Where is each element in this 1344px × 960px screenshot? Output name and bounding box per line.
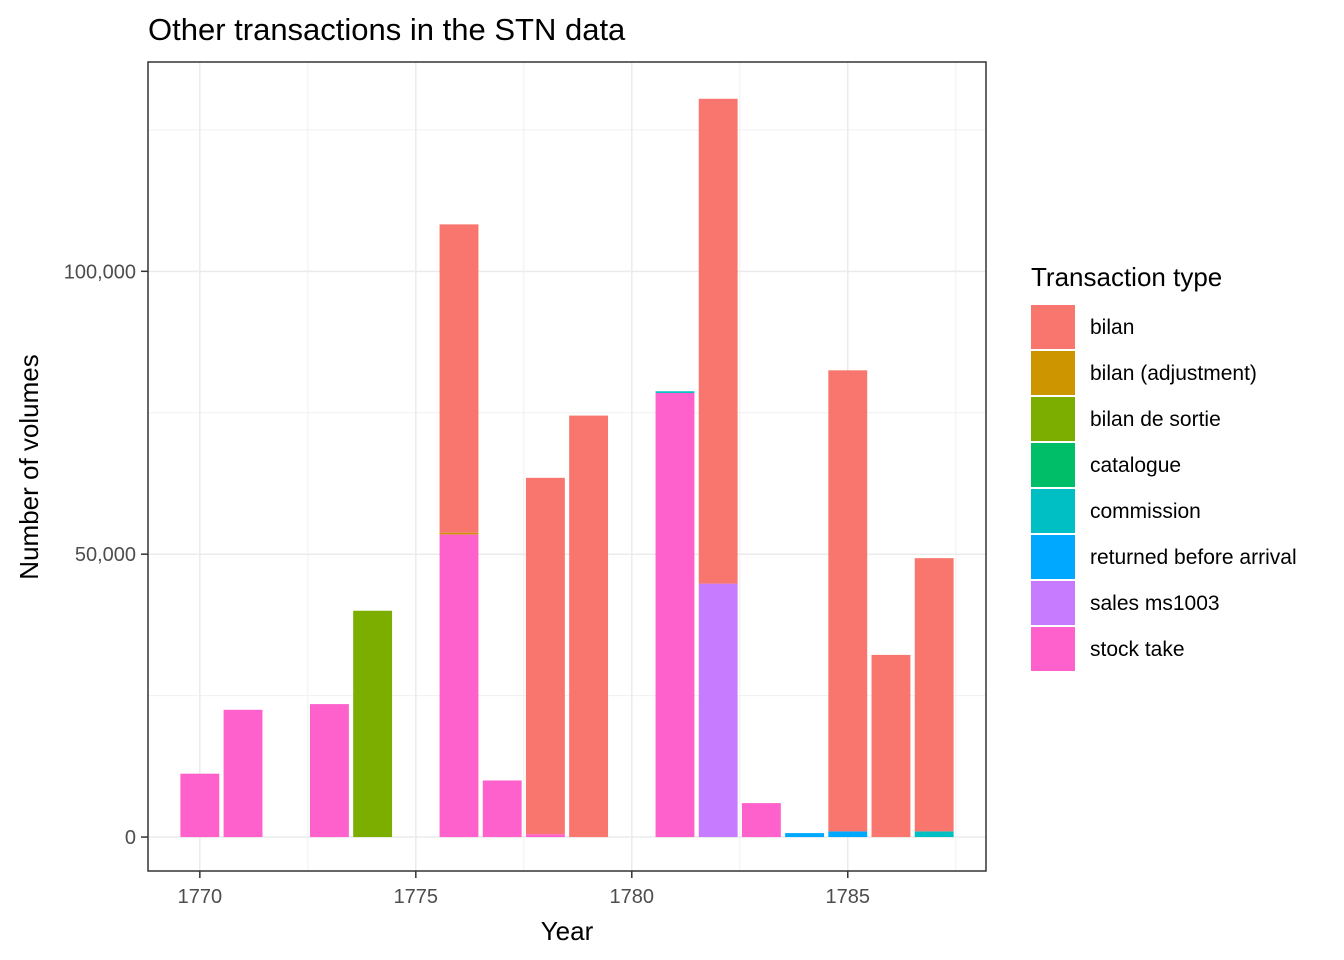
y-tick-label: 50,000 <box>75 544 136 566</box>
legend-key <box>1031 535 1075 579</box>
legend-key <box>1031 489 1075 533</box>
legend: Transaction type bilan bilan (adjustment)… <box>1031 262 1297 671</box>
bar-segment <box>569 415 609 838</box>
x-tick-label: 1780 <box>610 886 655 908</box>
x-tick-label: 1775 <box>394 886 439 908</box>
plot-border <box>147 61 987 872</box>
legend-label: commission <box>1090 500 1201 523</box>
bar-segment <box>741 803 781 838</box>
legend-label: sales ms1003 <box>1090 592 1220 615</box>
legend-title: Transaction type <box>1031 262 1222 292</box>
bar-segment <box>828 370 868 832</box>
y-tick-label: 0 <box>125 827 136 849</box>
legend-label: stock take <box>1090 638 1185 661</box>
y-tick-label: 100,000 <box>64 261 136 283</box>
y-axis-title: Number of volumes <box>14 354 44 579</box>
legend-key <box>1031 305 1075 349</box>
bar-segment <box>698 583 738 838</box>
bar-segment <box>223 709 263 838</box>
bar-segment <box>698 98 738 584</box>
bar-segment <box>525 477 565 835</box>
y-axis: 0 50,000 100,000 <box>64 261 148 849</box>
bar-segment <box>828 831 868 838</box>
bar-segment <box>525 834 565 838</box>
bars <box>180 98 954 838</box>
legend-key <box>1031 351 1075 395</box>
x-tick-label: 1770 <box>178 886 223 908</box>
legend-label: bilan <box>1090 316 1134 339</box>
bar-segment <box>439 532 479 535</box>
bar-segment <box>914 558 954 832</box>
bar-segment <box>353 610 393 838</box>
bar-segment <box>785 833 825 838</box>
bar-segment <box>482 780 522 838</box>
x-tick-label: 1785 <box>826 886 871 908</box>
legend-key <box>1031 397 1075 441</box>
legend-key <box>1031 627 1075 671</box>
bar-segment <box>655 392 695 838</box>
x-axis: 1770 1775 1780 1785 <box>178 871 870 908</box>
legend-key <box>1031 581 1075 625</box>
bar-segment <box>439 534 479 838</box>
legend-label: catalogue <box>1090 454 1181 477</box>
legend-label: bilan (adjustment) <box>1090 362 1257 385</box>
bar-segment <box>180 773 220 838</box>
bar-segment <box>439 224 479 533</box>
legend-key <box>1031 443 1075 487</box>
bar-segment <box>871 654 911 838</box>
legend-label: returned before arrival <box>1090 546 1297 569</box>
bar-segment <box>655 391 695 393</box>
x-axis-title: Year <box>541 916 594 946</box>
bar-segment <box>914 831 954 838</box>
bar-segment <box>309 704 349 838</box>
legend-label: bilan de sortie <box>1090 408 1221 431</box>
chart-title: Other transactions in the STN data <box>148 12 626 47</box>
